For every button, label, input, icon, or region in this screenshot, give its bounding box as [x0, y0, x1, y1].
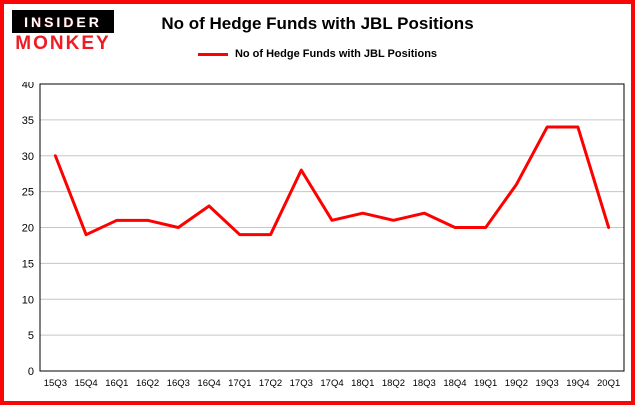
svg-text:17Q2: 17Q2 [259, 378, 282, 389]
chart-area: 0 5 10 15 20 25 30 35 40 15Q3 15Q4 16Q1 16Q2 16Q3 16Q4… [4, 79, 631, 401]
svg-text:18Q2: 18Q2 [382, 378, 405, 389]
svg-text:15Q4: 15Q4 [74, 378, 97, 389]
svg-text:0: 0 [28, 366, 34, 378]
svg-text:19Q3: 19Q3 [536, 378, 559, 389]
y-axis-tick-labels: 0 5 10 15 20 25 30 35 40 [22, 79, 34, 378]
gridlines [40, 119, 624, 336]
chart-title: No of Hedge Funds with JBL Positions [161, 14, 474, 33]
svg-text:40: 40 [22, 82, 34, 91]
svg-text:18Q1: 18Q1 [351, 378, 374, 389]
chart-header: INSIDER MONKEY No of Hedge Funds with JB… [4, 4, 631, 82]
svg-text:18Q4: 18Q4 [443, 378, 466, 389]
svg-text:19Q1: 19Q1 [474, 378, 497, 389]
series-line-hedge-funds [53, 125, 611, 237]
svg-text:20: 20 [22, 223, 34, 235]
svg-text:16Q2: 16Q2 [136, 378, 159, 389]
svg-text:35: 35 [22, 115, 34, 127]
svg-text:17Q3: 17Q3 [290, 378, 313, 389]
svg-text:18Q3: 18Q3 [413, 378, 436, 389]
x-axis-tick-labels: 15Q3 15Q4 16Q1 16Q2 16Q3 16Q4 17Q1 17Q2 17Q3 17Q4… [44, 378, 621, 389]
svg-text:20Q1: 20Q1 [597, 378, 620, 389]
svg-text:15Q3: 15Q3 [44, 378, 67, 389]
svg-text:16Q3: 16Q3 [167, 378, 190, 389]
legend-line-swatch [197, 52, 228, 56]
legend-label: No of Hedge Funds with JBL Positions [234, 48, 438, 60]
legend: No of Hedge Funds with JBL Positions [197, 48, 438, 60]
insider-monkey-logo: INSIDER MONKEY [12, 10, 114, 53]
svg-text:17Q4: 17Q4 [320, 378, 343, 389]
svg-text:5: 5 [28, 330, 34, 342]
svg-text:16Q1: 16Q1 [105, 378, 128, 389]
svg-text:30: 30 [22, 151, 34, 163]
line-chart-svg: 0 5 10 15 20 25 30 35 40 15Q3 15Q4 16Q1 16Q2 16Q3 16Q4… [22, 79, 625, 389]
svg-text:15: 15 [22, 258, 34, 270]
title-block: No of Hedge Funds with JBL Positions No … [4, 14, 631, 61]
svg-text:16Q4: 16Q4 [197, 378, 220, 389]
svg-text:19Q4: 19Q4 [566, 378, 589, 389]
plot-border [39, 83, 625, 372]
svg-text:10: 10 [22, 294, 34, 306]
logo-text-monkey: MONKEY [15, 33, 111, 54]
svg-text:19Q2: 19Q2 [505, 378, 528, 389]
svg-text:25: 25 [22, 187, 34, 199]
logo-text-insider: INSIDER [12, 10, 114, 33]
svg-text:17Q1: 17Q1 [228, 378, 251, 389]
